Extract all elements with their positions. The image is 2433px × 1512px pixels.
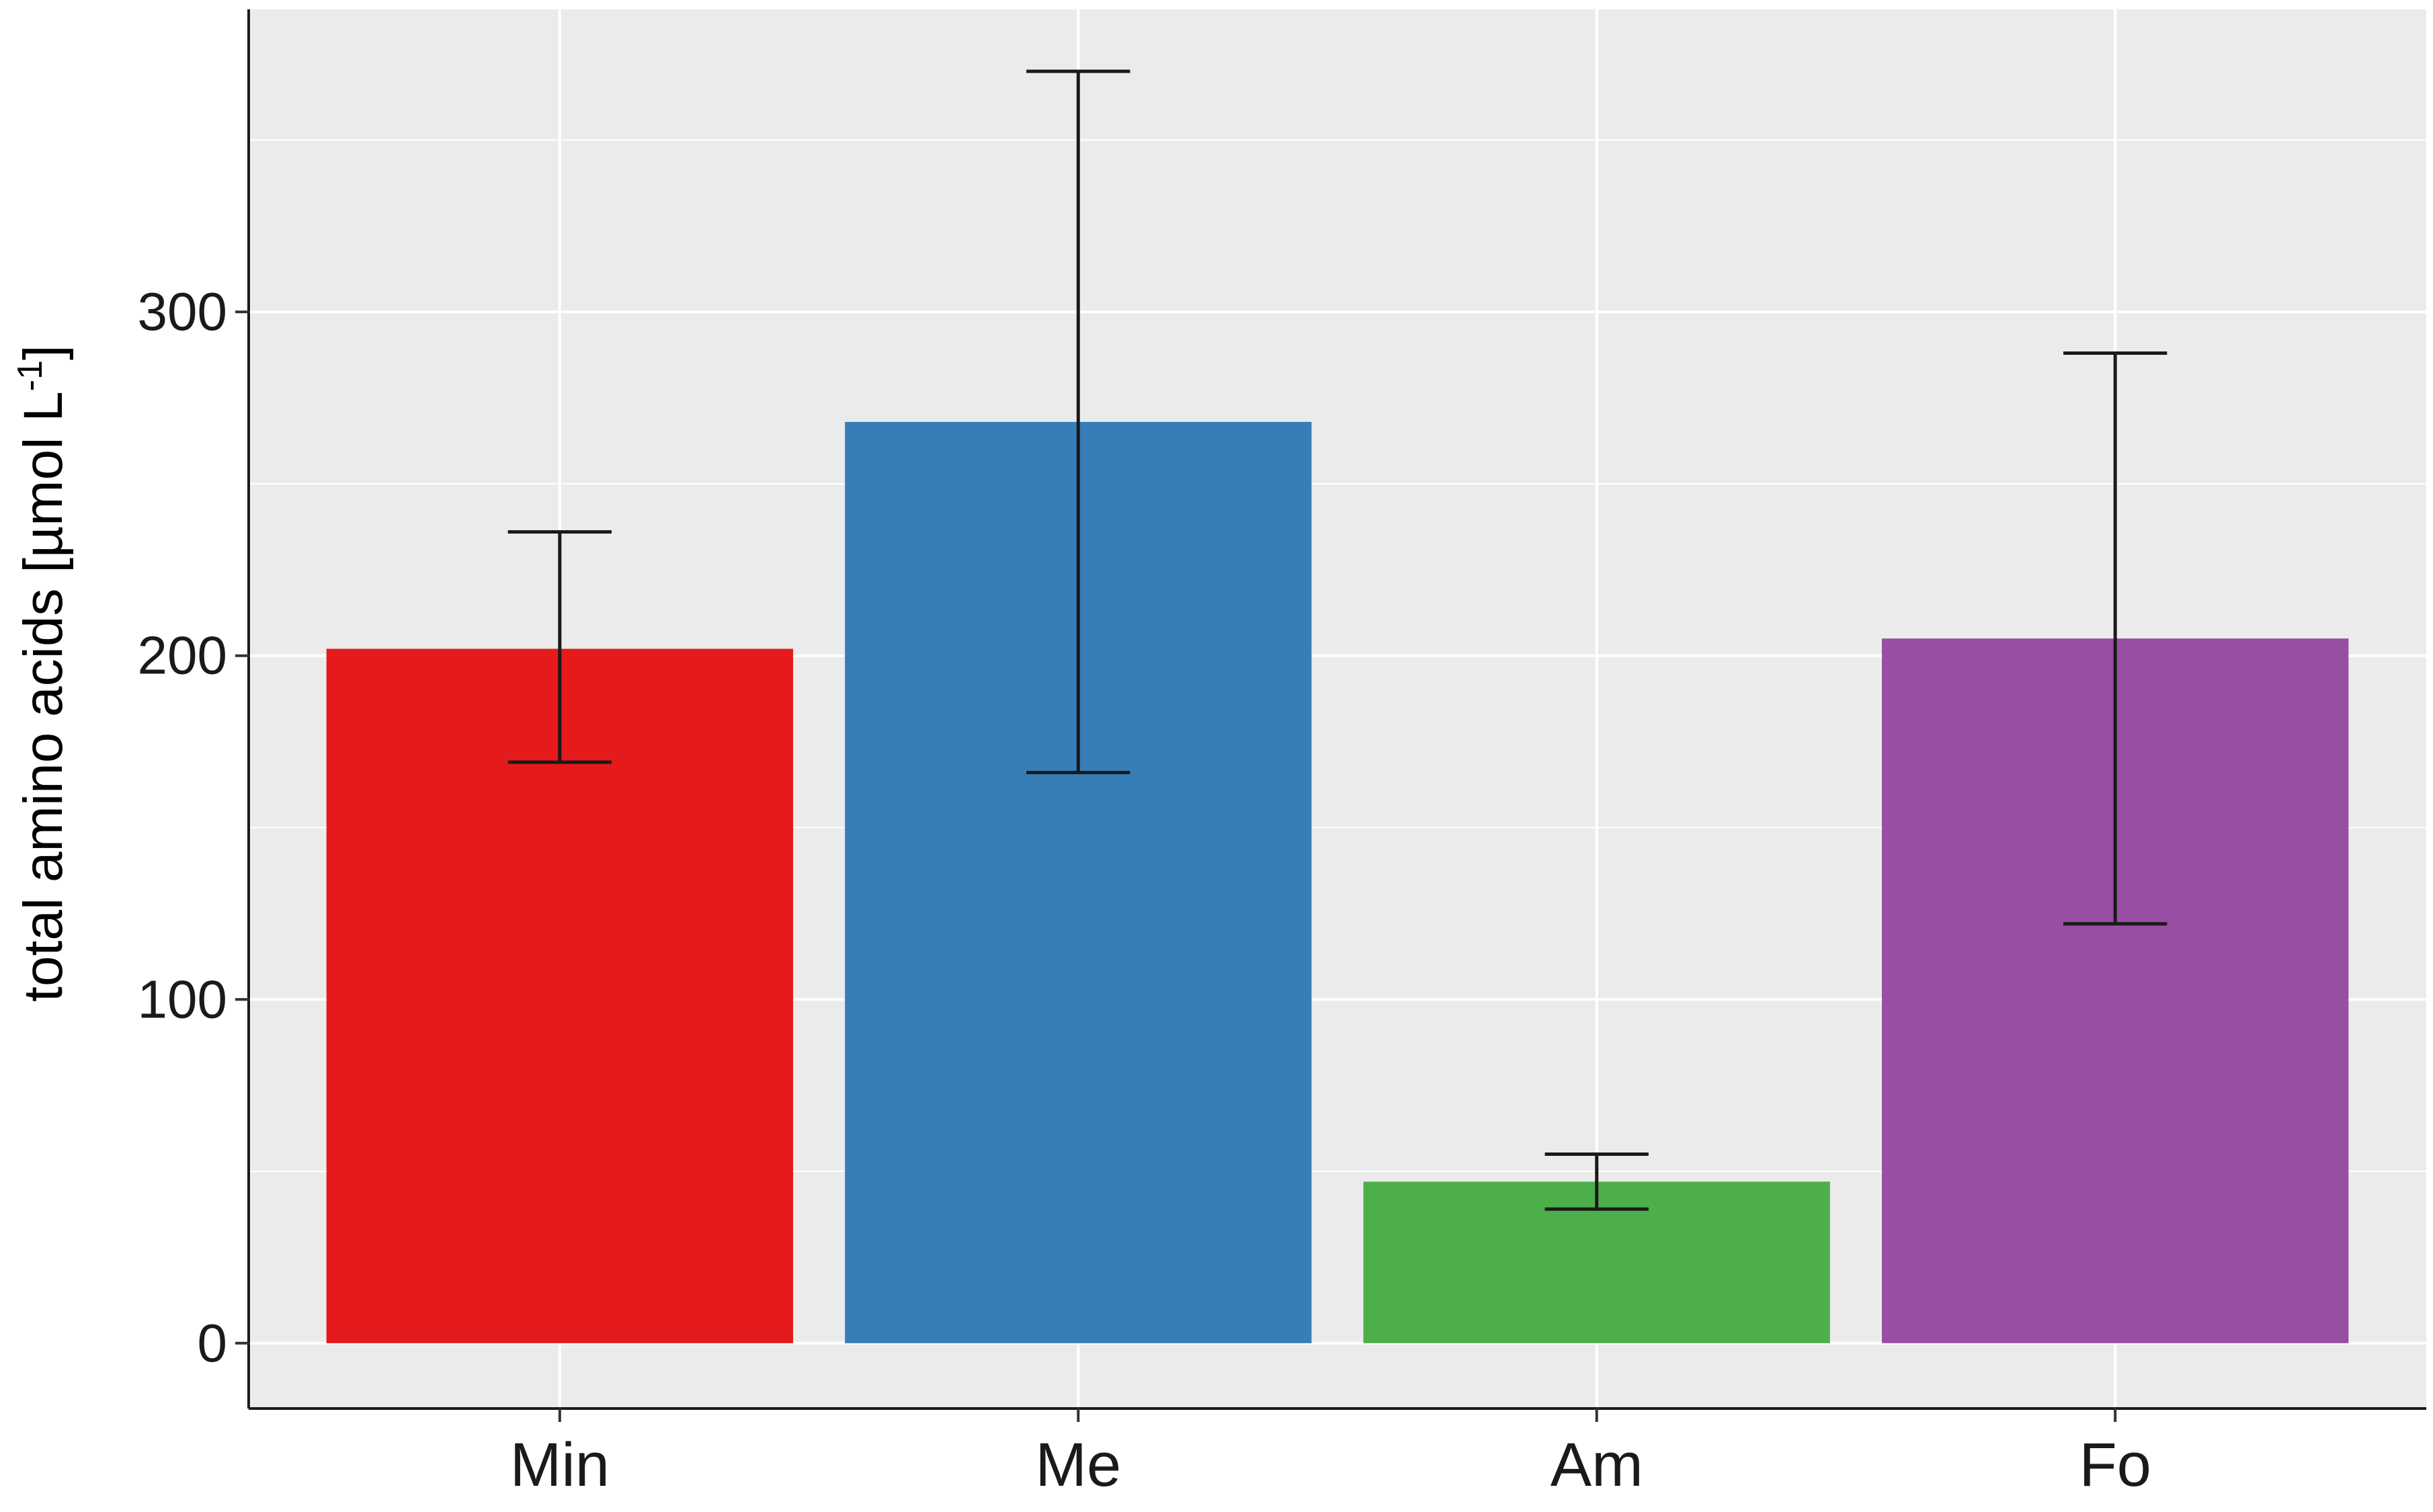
x-tick-label: Am	[1551, 1431, 1643, 1499]
y-axis-title-suffix: ]	[13, 345, 74, 360]
x-ticks: Min Me Am Fo	[510, 1409, 2151, 1499]
bar-min	[326, 648, 793, 1343]
y-ticks: 0 100 200 300	[138, 282, 249, 1373]
y-axis-title-superscript: -1	[11, 360, 50, 391]
y-tick-label: 100	[138, 969, 227, 1029]
bars	[326, 421, 2349, 1343]
y-tick-label: 300	[138, 282, 227, 341]
error-bars	[507, 69, 2168, 1211]
y-axis-title: total amino acids [µmol L-1]	[11, 345, 74, 1002]
x-tick-label: Me	[1035, 1431, 1121, 1499]
x-tick-label: Fo	[2079, 1431, 2151, 1499]
x-tick-label: Min	[510, 1431, 610, 1499]
y-axis-title-main: total amino acids [µmol L	[13, 391, 74, 1002]
y-tick-label: 200	[138, 626, 227, 685]
y-tick-label: 0	[198, 1313, 228, 1373]
